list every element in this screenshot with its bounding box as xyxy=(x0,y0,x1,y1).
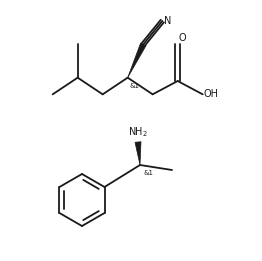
Text: &1: &1 xyxy=(143,170,153,176)
Text: O: O xyxy=(179,33,186,43)
Text: NH$_2$: NH$_2$ xyxy=(128,125,148,139)
Text: &1: &1 xyxy=(130,83,140,89)
Text: OH: OH xyxy=(204,89,219,99)
Polygon shape xyxy=(128,43,146,78)
Polygon shape xyxy=(135,142,141,165)
Text: N: N xyxy=(164,16,172,26)
